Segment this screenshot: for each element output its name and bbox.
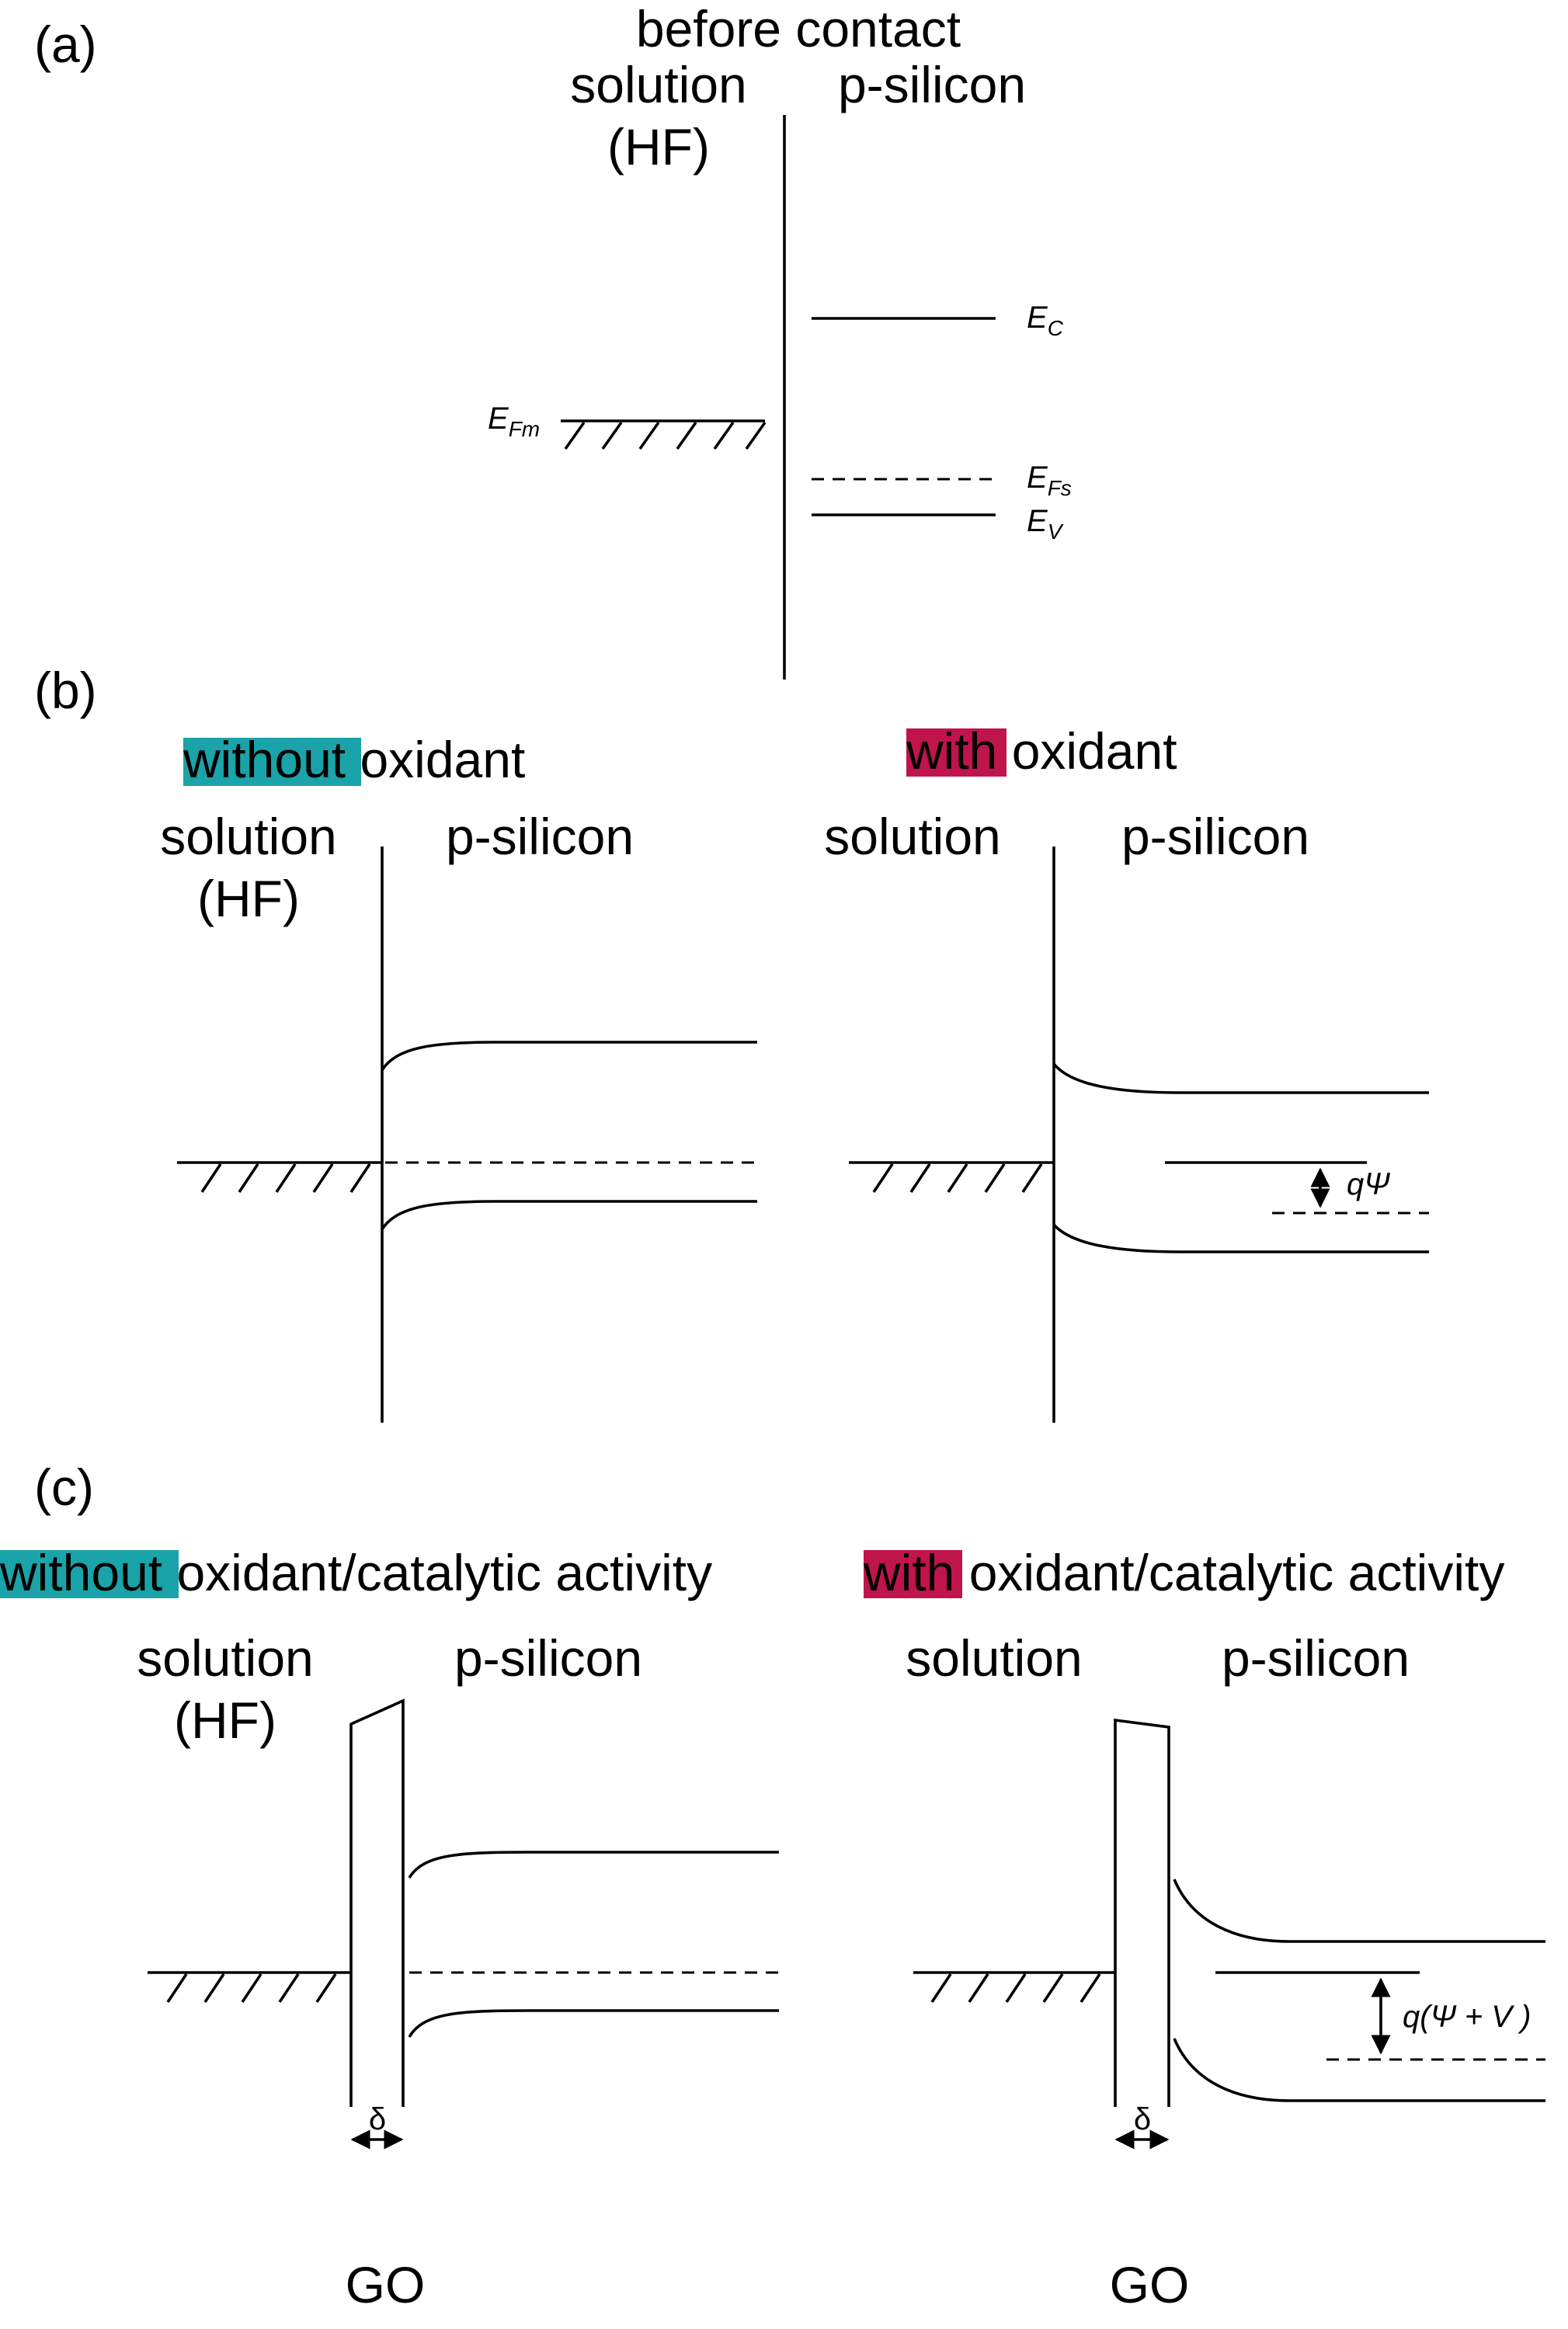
with-highlight-box bbox=[906, 728, 1007, 777]
panel-b-without-oxidant: without oxidant solution (HF) p-silicon bbox=[160, 731, 757, 1423]
panel-b-right-conduction-band bbox=[1052, 1062, 1429, 1094]
panel-a-hf-label: (HF) bbox=[607, 118, 710, 176]
panel-b-right-solution-label: solution bbox=[824, 808, 1001, 865]
panel-c: (c) without oxidant/catalytic activity s… bbox=[0, 1458, 1545, 2313]
panel-a-solution-label: solution bbox=[570, 56, 747, 113]
panel-b-right-title: with oxidant bbox=[906, 722, 1177, 780]
panel-c-right-delta-label: δ bbox=[1134, 2102, 1151, 2136]
panel-a-metal-fermi-level bbox=[561, 419, 767, 450]
panel-c-left-p-silicon-label: p-silicon bbox=[454, 1629, 642, 1687]
panel-c-label: (c) bbox=[34, 1458, 94, 1516]
panel-c-right-valence-band bbox=[1173, 2038, 1545, 2102]
panel-c-right-solution-label: solution bbox=[906, 1629, 1083, 1687]
panel-c-right-p-silicon-label: p-silicon bbox=[1222, 1629, 1410, 1687]
panel-c-left-title: without oxidant/catalytic activity bbox=[0, 1544, 712, 1601]
panel-c-without-activity: without oxidant/catalytic activity solut… bbox=[0, 1544, 779, 2313]
with-highlight-box-c bbox=[864, 1550, 962, 1598]
panel-b-right-metal-fermi-level bbox=[849, 1161, 1054, 1193]
panel-a-label: (a) bbox=[34, 16, 97, 73]
panel-b-right-qpsi-label: qΨ bbox=[1347, 1167, 1390, 1201]
panel-b-left-solution-label: solution bbox=[160, 808, 337, 865]
panel-c-right-qpsiv-label: q(Ψ + V ) bbox=[1403, 2000, 1531, 2034]
panel-c-left-delta-label: δ bbox=[369, 2102, 386, 2136]
panel-c-right-conduction-band bbox=[1173, 1879, 1545, 1943]
panel-a-p-silicon-label: p-silicon bbox=[838, 56, 1026, 113]
panel-c-left-solution-label: solution bbox=[137, 1629, 314, 1687]
panel-c-left-metal-fermi-level bbox=[148, 1971, 351, 2003]
panel-b-left-valence-band bbox=[381, 1200, 757, 1230]
panel-c-right-metal-fermi-level bbox=[913, 1971, 1115, 2003]
panel-b-left-metal-fermi-level bbox=[177, 1161, 382, 1193]
panel-c-with-activity: with oxidant/catalytic activity solution… bbox=[863, 1544, 1545, 2313]
panel-b-with-oxidant: with oxidant solution p-silicon qΨ bbox=[824, 722, 1429, 1423]
panel-c-left-go-layer bbox=[349, 1698, 405, 2107]
panel-a-ec-label: EC bbox=[1027, 301, 1064, 340]
panel-a-efm-label: EFm bbox=[488, 401, 540, 441]
panel-b-right-p-silicon-label: p-silicon bbox=[1121, 808, 1309, 865]
panel-b-left-p-silicon-label: p-silicon bbox=[446, 808, 634, 865]
panel-b-left-conduction-band bbox=[381, 1041, 757, 1071]
panel-a-ev-label: EV bbox=[1027, 504, 1064, 544]
panel-c-left-valence-band bbox=[408, 2009, 779, 2038]
panel-a: (a) before contact solution (HF) p-silic… bbox=[34, 0, 1072, 680]
panel-c-right-go-label: GO bbox=[1110, 2256, 1190, 2313]
panel-b-right-valence-band bbox=[1052, 1223, 1429, 1253]
without-highlight-box bbox=[183, 738, 361, 786]
panel-c-left-hf-label: (HF) bbox=[174, 1691, 276, 1749]
panel-c-right-go-layer bbox=[1114, 1718, 1170, 2107]
panel-b-left-hf-label: (HF) bbox=[197, 870, 300, 927]
panel-b: (b) without oxidant solution (HF) p-sili… bbox=[34, 662, 1429, 1423]
panel-a-efs-label: EFs bbox=[1027, 461, 1072, 500]
without-highlight-box-c bbox=[0, 1550, 179, 1598]
panel-c-left-conduction-band bbox=[408, 1851, 779, 1879]
panel-b-left-title: without oxidant bbox=[183, 731, 525, 788]
panel-c-right-title: with oxidant/catalytic activity bbox=[863, 1544, 1504, 1601]
panel-b-label: (b) bbox=[34, 662, 97, 719]
panel-a-heading: before contact bbox=[636, 0, 961, 57]
panel-c-left-go-label: GO bbox=[346, 2256, 426, 2313]
